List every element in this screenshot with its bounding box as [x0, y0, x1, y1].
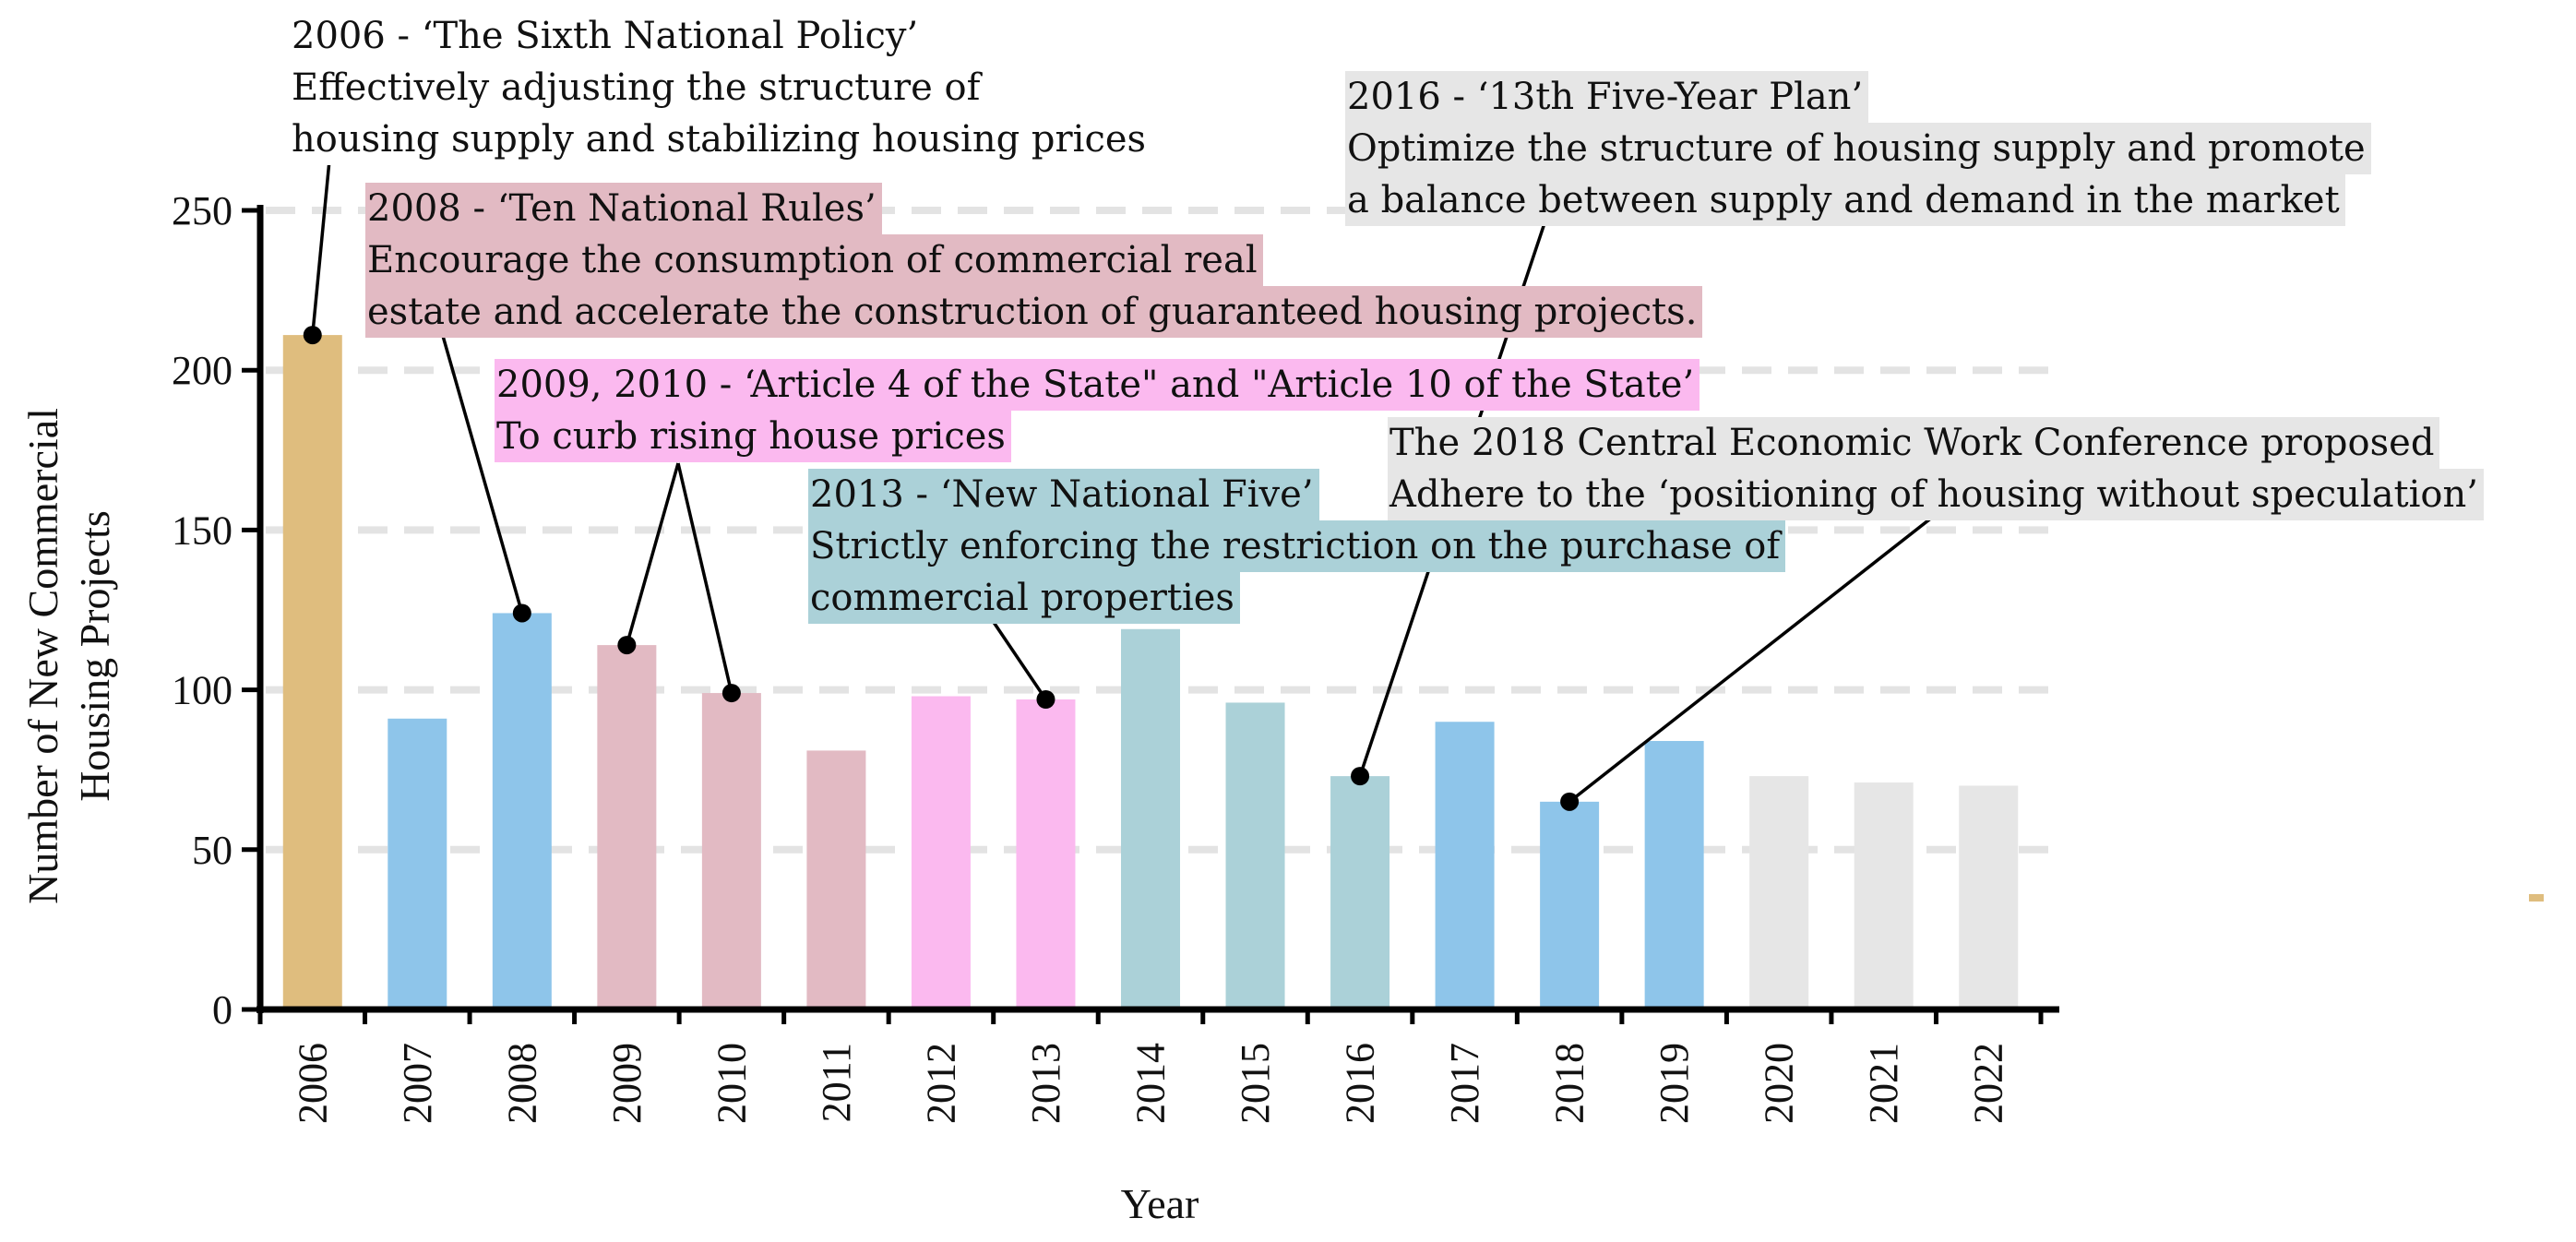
leader-dot-2006 [303, 326, 322, 345]
bar-2007 [388, 718, 447, 1009]
y-tick-label: 0 [212, 987, 233, 1033]
bar-2010 [701, 693, 761, 1009]
x-tick-label: 2021 [1861, 1043, 1906, 1124]
annotation-text: To curb rising house prices [495, 411, 1011, 462]
leader-dot-2018 [1560, 792, 1580, 811]
bar-2013 [1016, 699, 1076, 1009]
annotation-title: 2006 - ‘The Sixth National Policy’ [290, 10, 924, 62]
y-tick-label: 150 [172, 508, 233, 553]
annotation-2: 2008 - ‘Ten National Rules’ Encourage the… [365, 183, 1703, 338]
bar-2009 [597, 645, 657, 1009]
annotation-title: 2013 - ‘New National Five’ [808, 469, 1319, 520]
annotation-6: The 2018 Central Economic Work Conferenc… [1388, 417, 2484, 520]
bar-2020 [1749, 776, 1809, 1009]
bar-layer [282, 335, 2019, 1009]
annotation-1: 2006 - ‘The Sixth National Policy’ Effect… [290, 10, 1152, 165]
bar-2018 [1540, 801, 1600, 1009]
x-tick-label: 2006 [290, 1043, 335, 1124]
bar-2019 [1644, 741, 1704, 1009]
bar-2011 [806, 750, 866, 1009]
x-tick-label: 2010 [709, 1043, 754, 1124]
y-tick-label: 100 [172, 668, 233, 713]
x-tick-label: 2011 [814, 1043, 859, 1122]
y-tick-label: 250 [172, 188, 233, 233]
x-tick-label: 2012 [918, 1043, 963, 1124]
y-axis-title-line: Housing Projects [71, 510, 118, 802]
annotation-4: 2013 - ‘New National Five’ Strictly enfor… [808, 469, 1786, 624]
x-tick-label: 2008 [499, 1043, 544, 1124]
bar-2006 [282, 335, 342, 1009]
x-tick-label: 2015 [1233, 1043, 1278, 1124]
annotation-text: estate and accelerate the construction o… [365, 286, 1703, 338]
bar-2022 [1959, 785, 2019, 1009]
x-tick-label: 2013 [1023, 1043, 1068, 1124]
annotation-title: 2008 - ‘Ten National Rules’ [365, 183, 882, 234]
annotation-title: The 2018 Central Economic Work Conferenc… [1388, 417, 2440, 469]
x-tick-label: 2014 [1128, 1043, 1174, 1124]
annotation-text: Optimize the structure of housing supply… [1345, 123, 2371, 174]
leader-line [676, 462, 733, 694]
bar-2014 [1121, 628, 1180, 1009]
x-tick-label: 2020 [1757, 1043, 1802, 1124]
x-tick-label: 2017 [1442, 1043, 1487, 1124]
x-tick-label: 2022 [1966, 1043, 2011, 1124]
bar-2017 [1435, 722, 1495, 1009]
axis-layer: 0 50 100 150 200 250 2006 2007 2008 2009 2010 2011 2… [172, 188, 2059, 1124]
annotation-text: Strictly enforcing the restriction on th… [808, 520, 1786, 572]
annotation-title: 2009, 2010 - ‘Article 4 of the State" an… [495, 359, 1700, 411]
leader-dot-2016 [1351, 767, 1370, 786]
y-axis-title: Number of New Commercial Housing Projects [19, 408, 118, 904]
annotation-text: commercial properties [808, 572, 1240, 624]
leader-line [441, 335, 524, 614]
x-tick-label: 2007 [395, 1043, 440, 1124]
x-tick-label: 2016 [1338, 1043, 1383, 1124]
annotation-title: 2016 - ‘13th Five-Year Plan’ [1345, 71, 1869, 123]
x-tick-label: 2019 [1652, 1043, 1697, 1124]
leader-line [985, 612, 1047, 700]
annotation-text: Effectively adjusting the structure of [290, 62, 986, 113]
leader-dot-2010 [722, 684, 741, 703]
bar-2021 [1854, 782, 1914, 1009]
y-axis-title-line: Number of New Commercial [19, 408, 66, 904]
y-tick-label: 50 [192, 828, 233, 873]
x-tick-label: 2009 [604, 1043, 650, 1124]
x-tick-label: 2018 [1547, 1043, 1592, 1124]
annotation-text: Adhere to the ‘positioning of housing wi… [1388, 469, 2484, 520]
y-tick-label: 200 [172, 348, 233, 393]
x-axis-title: Year [1121, 1180, 1199, 1227]
bar-2008 [492, 613, 552, 1009]
legend-swatch [2529, 894, 2544, 902]
bar-2012 [911, 696, 971, 1009]
leader-line [1568, 515, 1935, 804]
annotation-3: 2009, 2010 - ‘Article 4 of the State" an… [495, 359, 1700, 462]
leader-line [625, 462, 680, 646]
annotation-text: Encourage the consumption of commercial … [365, 234, 1263, 286]
annotation-text: housing supply and stabilizing housing p… [290, 113, 1152, 165]
annotation-5: 2016 - ‘13th Five-Year Plan’ Optimize the… [1345, 71, 2371, 226]
leader-layer [303, 112, 1935, 811]
leader-dot-2008 [512, 603, 531, 623]
bar-2016 [1330, 776, 1390, 1009]
leader-dot-2009 [617, 636, 637, 655]
annotation-text: a balance between supply and demand in t… [1345, 174, 2345, 226]
bar-2015 [1225, 702, 1285, 1009]
leader-dot-2013 [1036, 689, 1055, 709]
